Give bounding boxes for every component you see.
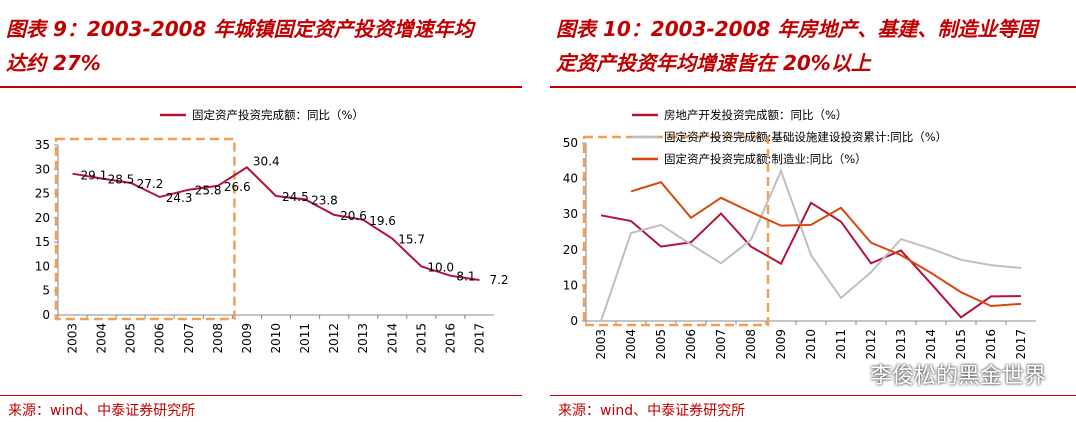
x-tick-label: 2017 (472, 323, 486, 354)
x-tick-label: 2006 (153, 323, 167, 354)
left-chart: 0 5 10 15 20 25 30 35 2003 2004 2005 2006 2007 2008 20… (35, 108, 509, 354)
y-tick-label: 10 (35, 259, 50, 273)
x-tick-label: 2007 (714, 329, 728, 360)
data-label: 15.7 (398, 233, 425, 247)
x-tick-label: 2008 (744, 329, 758, 360)
legend-label-1: 固定资产投资完成额：同比（%） (192, 108, 364, 122)
x-tick-label: 2005 (124, 323, 138, 354)
y-tick-label: 0 (42, 308, 50, 322)
left-title-line-2: 达约 27% (6, 51, 101, 75)
left-bottom-rule (0, 395, 522, 396)
x-tick-label: 2013 (894, 329, 908, 360)
right-title-line-1: 图表 10：2003-2008 年房地产、基建、制造业等固 (556, 17, 1038, 41)
data-label: 23.8 (311, 193, 338, 207)
right-panel: 图表 10：2003-2008 年房地产、基建、制造业等固 定资产投资年均增速皆… (550, 0, 1076, 422)
data-label: 28.5 (108, 173, 135, 187)
y-tick-label: 50 (563, 136, 578, 150)
x-tick-label: 2008 (211, 323, 225, 354)
x-tick-label: 2011 (834, 329, 848, 360)
y-tick-label: 30 (35, 162, 50, 176)
data-label: 20.6 (340, 209, 367, 223)
right-source: 来源：wind、中泰证券研究所 (558, 403, 746, 419)
legend-label-1: 房地产开发投资完成额：同比（%） (664, 108, 847, 122)
data-label: 8.1 (456, 270, 475, 284)
x-tick-label: 2003 (66, 323, 80, 354)
legend-label-2: 固定资产投资完成额:基础设施建设投资累计:同比（%） (664, 130, 947, 144)
series-line-3 (630, 181, 1022, 308)
data-label: 7.2 (489, 273, 508, 287)
right-chart-title: 图表 10：2003-2008 年房地产、基建、制造业等固 定资产投资年均增速皆… (550, 12, 1076, 88)
y-tick-label: 0 (570, 314, 578, 328)
x-tick-label: 2013 (356, 323, 370, 354)
x-tick-label: 2011 (298, 323, 312, 354)
left-chart-title: 图表 9：2003-2008 年城镇固定资产投资增速年均 达约 27% (0, 12, 522, 88)
data-label: 24.5 (282, 190, 309, 204)
y-tick-label: 40 (563, 172, 578, 186)
series-line-2 (600, 168, 1022, 322)
data-label: 24.3 (166, 191, 193, 205)
left-panel: 图表 9：2003-2008 年城镇固定资产投资增速年均 达约 27% 0 5 10… (0, 0, 522, 422)
data-label: 29.1 (81, 169, 108, 183)
x-tick-label: 2006 (684, 329, 698, 360)
data-label: 25.8 (195, 184, 222, 198)
y-tick-label: 20 (563, 243, 578, 257)
x-tick-label: 2016 (443, 323, 457, 354)
y-tick-label: 10 (563, 278, 578, 292)
highlight-box-2003-2008 (582, 135, 770, 327)
left-source: 来源：wind、中泰证券研究所 (8, 403, 196, 419)
x-tick-label: 2009 (240, 323, 254, 354)
right-chart: 0 10 20 30 40 50 2003 2004 2005 2006 2007 2008 2009 2… (563, 108, 1036, 360)
y-tick-label: 5 (42, 284, 50, 298)
x-tick-label: 2016 (984, 329, 998, 360)
x-tick-label: 2015 (954, 329, 968, 360)
y-tick-label: 35 (35, 138, 50, 152)
x-tick-label: 2004 (95, 323, 109, 354)
watermark: 李俊松的黑金世界 (869, 364, 1046, 389)
right-bottom-rule (550, 395, 1076, 396)
data-label: 19.6 (369, 214, 396, 228)
x-tick-label: 2012 (864, 329, 878, 360)
x-tick-label: 2010 (269, 323, 283, 354)
data-label: 26.6 (224, 180, 251, 194)
legend-label-3: 固定资产投资完成额:制造业:同比（%） (664, 152, 867, 166)
x-tick-label: 2007 (182, 323, 196, 354)
series-line-1 (600, 201, 1022, 319)
x-tick-label: 2010 (804, 329, 818, 360)
x-tick-label: 2017 (1014, 329, 1028, 360)
y-tick-label: 20 (35, 211, 50, 225)
x-tick-label: 2012 (327, 323, 341, 354)
x-tick-label: 2003 (594, 329, 608, 360)
data-label: 30.4 (253, 154, 280, 168)
y-tick-label: 15 (35, 235, 50, 249)
highlight-box-2003-2008 (54, 137, 236, 321)
y-tick-label: 30 (563, 207, 578, 221)
data-label: 10.0 (427, 260, 454, 274)
x-tick-label: 2014 (924, 329, 938, 360)
left-title-line-1: 图表 9：2003-2008 年城镇固定资产投资增速年均 (6, 17, 474, 41)
y-tick-label: 25 (35, 187, 50, 201)
right-title-line-2: 定资产投资年均增速皆在 20%以上 (556, 51, 871, 75)
data-label: 27.2 (137, 177, 164, 191)
x-tick-label: 2014 (385, 323, 399, 354)
x-tick-label: 2009 (774, 329, 788, 360)
x-tick-label: 2015 (414, 323, 428, 354)
x-tick-label: 2004 (624, 329, 638, 360)
x-tick-label: 2005 (654, 329, 668, 360)
